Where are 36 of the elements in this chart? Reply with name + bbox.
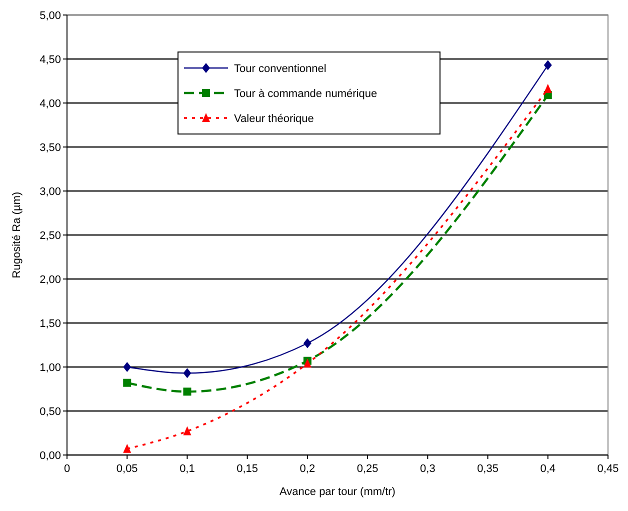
y-tick-label: 1,50 (40, 318, 61, 330)
x-tick-label: 0,25 (356, 463, 378, 475)
y-tick-label: 2,50 (40, 230, 61, 242)
y-tick-label: 0,50 (40, 406, 61, 418)
x-tick-label: 0,1 (180, 463, 195, 475)
x-tick-label: 0,15 (236, 463, 258, 475)
x-axis-title: Avance par tour (mm/tr) (280, 486, 396, 498)
point (544, 60, 552, 70)
point (123, 444, 132, 453)
legend-label: Tour à commande numérique (234, 88, 378, 100)
x-tick-label: 0,45 (597, 463, 619, 475)
y-tick-label: 4,50 (40, 54, 61, 66)
x-tick-label: 0,3 (420, 463, 436, 475)
y-tick-label: 0,00 (40, 450, 61, 462)
point (183, 426, 192, 436)
y-tick-label: 4,00 (40, 98, 61, 110)
point (303, 338, 312, 348)
x-tick-label: 0,35 (477, 463, 498, 475)
point (183, 388, 192, 396)
y-tick-label: 2,00 (40, 274, 61, 286)
x-tick-label: 0,4 (540, 463, 556, 475)
point (123, 362, 132, 372)
point (544, 84, 552, 93)
point (303, 358, 312, 368)
y-tick-label: 5,00 (40, 10, 61, 22)
point (123, 378, 132, 387)
y-tick-label: 3,00 (40, 186, 61, 198)
y-axis-title: Rugosité Ra (µm) (11, 192, 23, 278)
legend-label: Valeur théorique (234, 112, 314, 125)
y-tick-label: 3,50 (40, 142, 61, 154)
x-tick-label: 0 (64, 463, 70, 475)
point (183, 368, 192, 378)
x-tick-label: 0,05 (116, 463, 138, 475)
x-tick-label: 0,2 (300, 463, 316, 475)
y-tick-label: 1,00 (40, 362, 61, 374)
legend-label: Tour conventionnel (234, 62, 326, 75)
